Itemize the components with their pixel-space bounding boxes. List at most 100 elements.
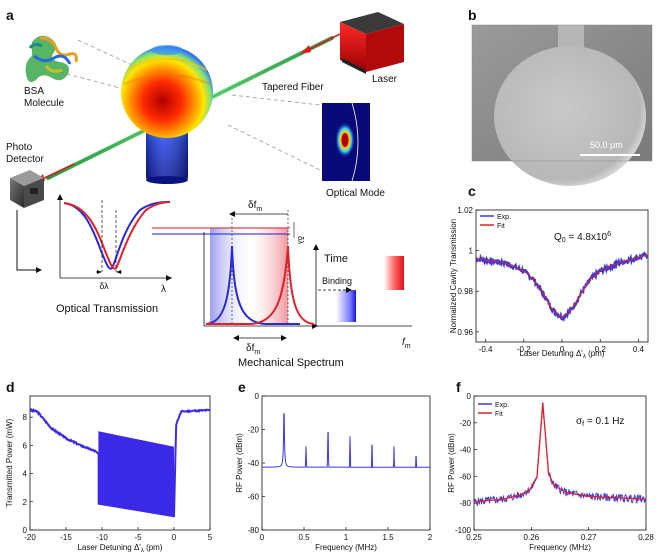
xlabel-d-main: Laser Detuning Δ' xyxy=(77,543,141,552)
chart-e-marks xyxy=(262,413,430,468)
chart-c-ticks: -0.4 -0.2 0 0.2 0.4 1.02 1 0.98 0.96 xyxy=(457,206,644,354)
label-photo-detector: Photo Detector xyxy=(6,142,44,165)
panel-letter-e: e xyxy=(238,379,246,395)
d-ytick-label: 2 xyxy=(23,498,28,507)
d-xtick-label: -15 xyxy=(60,533,72,542)
d-xtick-label: 5 xyxy=(208,533,213,542)
detector-connector-arrowhead xyxy=(36,267,42,273)
label-delta-fm-top-sub: m xyxy=(256,206,262,213)
chart-e-ticks: 0 0.5 1 1.5 2 0 -20 -40 -60 -80 xyxy=(247,392,432,542)
bsa-molecule-icon xyxy=(25,35,78,82)
series-spectrum-e xyxy=(262,413,430,468)
label-fm-axis-sub: m xyxy=(405,343,411,350)
panel-e: e 0 0.5 1 1.5 20-20-40-60-80 RF Power (dBm) … xyxy=(235,379,433,552)
e-ytick-label: 0 xyxy=(255,392,260,401)
c-ytick-label: 0.98 xyxy=(457,287,473,296)
e-xtick-label: 0.5 xyxy=(298,533,310,542)
axes-d xyxy=(29,395,211,531)
chart-f-ticks: 0.25 0.26 0.27 0.28 0 -20 -40 -60 -80 -100 xyxy=(455,392,654,542)
d-ytick-label: 0 xyxy=(23,526,28,535)
legend-f: Exp. Fit xyxy=(478,402,509,418)
d-ytick-label: 8 xyxy=(23,413,28,422)
optical-mode-plot xyxy=(322,102,370,182)
time-binding-plot xyxy=(313,244,412,327)
series-recovery-d xyxy=(173,408,211,518)
label-delta-fm-bottom-sub: m xyxy=(254,349,260,356)
c-ytick-label: 1 xyxy=(469,247,474,256)
label-lambda-axis: λ xyxy=(161,284,166,295)
oscillation-band-d xyxy=(98,431,174,518)
c-ytick-label: 1.02 xyxy=(457,206,473,215)
label-delta-lambda: δλ xyxy=(99,281,109,291)
e-xtick-label: 1.5 xyxy=(382,533,394,542)
panel-letter-f: f xyxy=(456,379,461,395)
legend-f-exp: Exp. xyxy=(495,402,509,409)
scalebar-label: 50.0 μm xyxy=(590,140,623,150)
chart-c-marks xyxy=(475,251,649,322)
detector-connector xyxy=(16,210,38,271)
e-ytick-label: -60 xyxy=(247,493,259,502)
label-time-axis: Time xyxy=(324,253,348,265)
d-ytick-label: 4 xyxy=(23,470,28,479)
panel-b: b 50.0 μm xyxy=(468,7,653,186)
label-photo-detector-line1: Photo xyxy=(6,142,33,153)
label-fm-axis-main: f xyxy=(402,337,406,348)
label-bsa-line1: BSA xyxy=(24,86,44,97)
ylabel-e: RF Power (dBm) xyxy=(235,433,244,493)
legend-c-exp: Exp. xyxy=(497,214,511,221)
f-ytick-label: -40 xyxy=(459,446,471,455)
xlabel-c-sub: λ xyxy=(583,354,586,360)
chart-d-marks xyxy=(29,407,211,518)
ylabel-c: Normalized Cavity Transmission xyxy=(449,219,458,333)
label-delta-fm-top: δfm xyxy=(248,200,262,213)
label-fm-axis: fm xyxy=(402,337,411,350)
sem-image xyxy=(471,24,653,186)
panel-a: a BSA Molecule xyxy=(6,7,412,369)
photo-detector-icon xyxy=(10,170,44,208)
xlabel-e: Frequency (MHz) xyxy=(315,543,377,552)
legend-c-fit: Fit xyxy=(497,223,505,230)
xlabel-f: Frequency (MHz) xyxy=(529,543,591,552)
legend-f-fit: Fit xyxy=(495,411,503,418)
series-exp-f xyxy=(473,402,647,507)
annotation-c: Q0 = 4.8x106 xyxy=(554,231,611,244)
label-bsa-line2: Molecule xyxy=(24,98,64,109)
c-xtick-label: 0 xyxy=(560,345,565,354)
label-optical-mode: Optical Mode xyxy=(326,188,385,199)
annotation-c-sub: 0 xyxy=(562,237,566,244)
annotation-c-rest: = 4.8x10 xyxy=(566,232,608,243)
series-exp-c xyxy=(475,251,649,322)
label-laser: Laser xyxy=(372,74,398,85)
panel-f: f 0.25 0.26 0.27 0.28 0 -20 -40 -60 -80 -100 RF P… xyxy=(447,379,654,552)
label-mechanical-spectrum: Mechanical Spectrum xyxy=(238,357,344,369)
e-xtick-label: 0 xyxy=(260,533,265,542)
d-ytick-label: 6 xyxy=(23,441,28,450)
f-xtick-label: 0.26 xyxy=(524,533,540,542)
panel-letter-d: d xyxy=(6,379,15,395)
e-xtick-label: 1 xyxy=(344,533,349,542)
series-fit-c xyxy=(475,254,649,319)
series-trace-d xyxy=(29,407,99,455)
label-tapered-fiber: Tapered Fiber xyxy=(262,82,324,93)
ylabel-f: RF Power (dBm) xyxy=(447,433,456,493)
laser-icon xyxy=(340,12,404,74)
f-ytick-label: -80 xyxy=(459,499,471,508)
label-binding: Binding xyxy=(322,276,352,286)
f-ytick-label: -60 xyxy=(459,472,471,481)
chart-f-marks xyxy=(473,402,647,507)
xlabel-d-unit: (pm) xyxy=(144,543,163,552)
chart-d-ticks: -20 -15 -10 -5 0 5 8 6 4 2 0 xyxy=(23,413,213,542)
annotation-f-sigma: σ xyxy=(576,416,583,427)
annotation-f-rest: = 0.1 Hz xyxy=(584,416,624,427)
label-delta-fm-bottom: δfm xyxy=(246,343,260,356)
panel-letter-a: a xyxy=(6,7,14,23)
mechanical-spectrum-plot xyxy=(152,210,318,341)
c-xtick-label: -0.4 xyxy=(479,345,493,354)
label-delta-lambda-rotated: δλ xyxy=(296,236,305,244)
xlabel-c-unit: (pm) xyxy=(586,349,605,358)
f-xtick-label: 0.28 xyxy=(638,533,654,542)
panel-c: c -0.4 -0.2 0 0.2 0.4 1.02 1 0.98 0.96 Normalize… xyxy=(449,183,649,360)
e-xtick-label: 2 xyxy=(428,533,433,542)
c-ytick-label: 0.96 xyxy=(457,328,473,337)
